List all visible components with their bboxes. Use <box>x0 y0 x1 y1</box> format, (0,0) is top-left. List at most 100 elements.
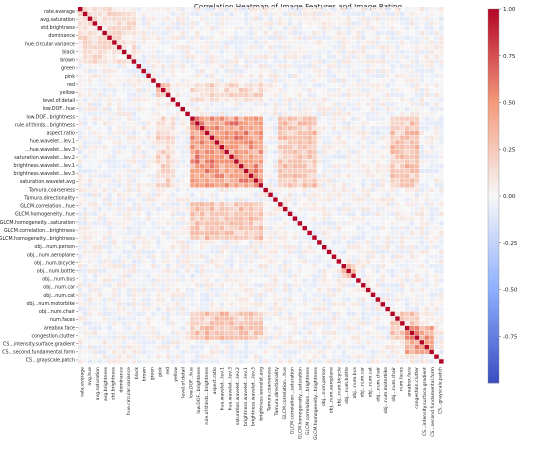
heatmap-cell <box>87 292 93 297</box>
heatmap-cell <box>395 102 400 107</box>
heatmap-cell <box>214 130 220 136</box>
heatmap-cell <box>131 59 137 64</box>
heatmap-cell <box>224 259 229 264</box>
heatmap-cell <box>258 187 264 193</box>
heatmap-cell <box>361 211 366 217</box>
heatmap-cell <box>312 97 317 102</box>
heatmap-cell <box>92 68 98 74</box>
heatmap-cell <box>429 259 434 264</box>
heatmap-cell <box>375 230 381 236</box>
heatmap-cell <box>419 73 425 78</box>
heatmap-cell <box>385 192 390 197</box>
heatmap-cell <box>239 259 244 264</box>
heatmap-cell <box>297 302 303 307</box>
heatmap-cell <box>351 135 356 140</box>
heatmap-cell <box>336 197 342 202</box>
heatmap-cell <box>263 49 268 55</box>
heatmap-cell <box>268 292 273 297</box>
heatmap-cell <box>414 230 420 236</box>
heatmap-cell <box>253 135 259 140</box>
heatmap-cell <box>146 26 151 31</box>
heatmap-cell <box>263 78 268 83</box>
heatmap-cell <box>429 283 434 288</box>
heatmap-cell <box>92 316 98 321</box>
heatmap-cell <box>78 145 83 150</box>
heatmap-cell <box>170 21 176 26</box>
heatmap-cell <box>439 97 444 102</box>
heatmap-cell <box>92 302 98 307</box>
heatmap-cell <box>434 173 439 178</box>
heatmap-cell <box>82 54 88 59</box>
heatmap-cell <box>87 259 93 264</box>
heatmap-cell <box>346 145 351 150</box>
heatmap-cell <box>165 59 171 64</box>
heatmap-cell <box>219 92 224 98</box>
heatmap-cell <box>404 102 410 107</box>
heatmap-cell <box>209 106 215 112</box>
heatmap-cell <box>414 202 420 207</box>
heatmap-cell <box>409 121 415 126</box>
heatmap-cell <box>107 240 112 245</box>
heatmap-cell <box>278 306 283 312</box>
heatmap-cell <box>185 49 190 55</box>
heatmap-cell <box>92 183 98 188</box>
heatmap-cell <box>131 235 137 240</box>
heatmap-cell <box>239 116 244 121</box>
heatmap-cell <box>253 59 259 64</box>
heatmap-cell <box>346 192 351 197</box>
heatmap-cell <box>326 54 332 59</box>
heatmap-cell <box>214 187 220 193</box>
heatmap-cell <box>409 287 415 293</box>
heatmap-cell <box>409 26 415 31</box>
heatmap-cell <box>107 235 112 240</box>
heatmap-cell <box>102 54 107 59</box>
heatmap-cell <box>273 187 278 193</box>
heatmap-cell <box>361 230 366 236</box>
heatmap-cell <box>219 311 224 316</box>
heatmap-cell <box>229 268 234 274</box>
heatmap-cell <box>380 306 386 312</box>
heatmap-cell <box>282 225 288 231</box>
heatmap-cell <box>361 26 366 31</box>
heatmap-cell <box>400 54 405 59</box>
heatmap-cell <box>156 83 161 88</box>
heatmap-cell <box>136 64 142 69</box>
heatmap-cell <box>370 16 376 21</box>
heatmap-cell <box>229 187 234 193</box>
heatmap-cell <box>87 97 93 102</box>
heatmap-cell <box>112 121 117 126</box>
heatmap-cell <box>395 87 400 93</box>
heatmap-cell <box>390 316 395 321</box>
heatmap-cell <box>239 45 244 50</box>
heatmap-cell <box>214 164 220 169</box>
heatmap-cell <box>214 154 220 159</box>
heatmap-cell <box>370 78 376 83</box>
heatmap-cell <box>356 7 361 12</box>
heatmap-cell <box>380 278 386 283</box>
heatmap-cell <box>248 87 254 93</box>
heatmap-cell <box>326 268 332 274</box>
heatmap-cell <box>239 87 244 93</box>
heatmap-cell <box>87 121 93 126</box>
heatmap-cell <box>292 306 298 312</box>
heatmap-cell <box>404 183 410 188</box>
heatmap-cell <box>146 211 151 217</box>
heatmap-cell <box>160 192 166 197</box>
heatmap-cell <box>243 311 249 316</box>
heatmap-cell <box>195 16 200 21</box>
heatmap-cell <box>97 149 102 155</box>
heatmap-cell <box>331 140 337 145</box>
heatmap-cell <box>341 16 346 21</box>
heatmap-cell <box>400 45 405 50</box>
heatmap-cell <box>361 173 366 178</box>
heatmap-cell <box>92 192 98 197</box>
heatmap-cell <box>234 287 239 293</box>
heatmap-cell <box>165 45 171 50</box>
heatmap-cell <box>375 273 381 278</box>
heatmap-cell <box>258 268 264 274</box>
heatmap-cell <box>282 187 288 193</box>
heatmap-cell <box>258 206 264 212</box>
heatmap-cell <box>151 273 156 278</box>
heatmap-cell <box>268 173 273 178</box>
heatmap-cell <box>400 83 405 88</box>
